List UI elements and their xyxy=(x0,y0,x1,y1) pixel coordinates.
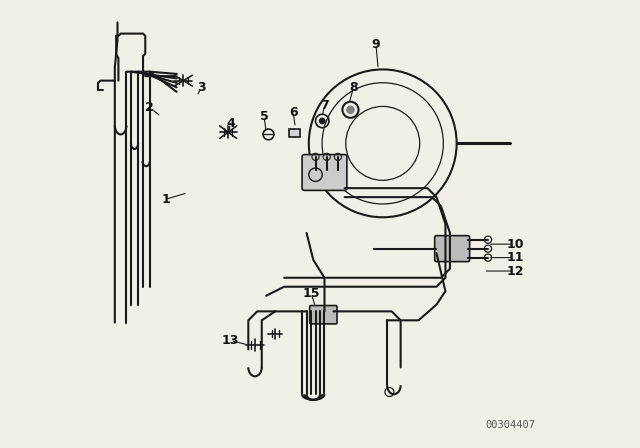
FancyBboxPatch shape xyxy=(302,155,347,190)
Text: 1: 1 xyxy=(161,193,170,206)
Text: 7: 7 xyxy=(320,99,329,112)
Text: 15: 15 xyxy=(302,287,320,300)
FancyBboxPatch shape xyxy=(310,306,337,324)
Text: 10: 10 xyxy=(506,237,524,251)
Text: 2: 2 xyxy=(145,101,154,114)
Bar xyxy=(289,129,300,137)
Text: 8: 8 xyxy=(349,81,358,94)
FancyBboxPatch shape xyxy=(435,236,470,262)
Text: 4: 4 xyxy=(226,116,235,130)
Text: 6: 6 xyxy=(289,105,298,119)
Text: 3: 3 xyxy=(197,81,205,94)
Text: 9: 9 xyxy=(372,38,380,52)
Text: 11: 11 xyxy=(506,251,524,264)
Text: 5: 5 xyxy=(260,110,268,123)
Text: 13: 13 xyxy=(221,334,239,347)
Circle shape xyxy=(347,106,354,113)
Text: 00304407: 00304407 xyxy=(486,420,536,430)
Circle shape xyxy=(319,118,325,124)
Text: 12: 12 xyxy=(506,264,524,278)
